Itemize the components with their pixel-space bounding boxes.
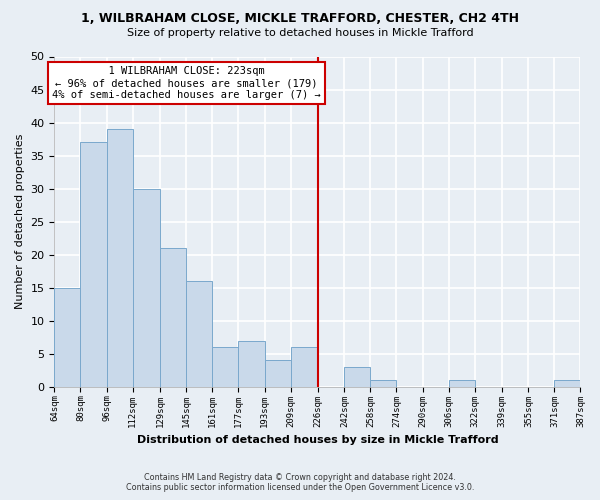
Bar [80, 142, 107, 387]
Bar [133, 188, 160, 387]
Bar [370, 380, 397, 387]
Bar [290, 347, 318, 387]
Bar [187, 281, 212, 387]
Bar [449, 380, 475, 387]
Text: 1 WILBRAHAM CLOSE: 223sqm  
← 96% of detached houses are smaller (179)
4% of sem: 1 WILBRAHAM CLOSE: 223sqm ← 96% of detac… [52, 66, 321, 100]
Text: Contains HM Land Registry data © Crown copyright and database right 2024.
Contai: Contains HM Land Registry data © Crown c… [126, 473, 474, 492]
X-axis label: Distribution of detached houses by size in Mickle Trafford: Distribution of detached houses by size … [137, 435, 498, 445]
Y-axis label: Number of detached properties: Number of detached properties [15, 134, 25, 310]
Bar [238, 340, 265, 387]
Bar [212, 347, 238, 387]
Bar [55, 288, 80, 387]
Bar [107, 129, 133, 387]
Text: Size of property relative to detached houses in Mickle Trafford: Size of property relative to detached ho… [127, 28, 473, 38]
Bar [344, 367, 370, 387]
Bar [554, 380, 580, 387]
Bar [160, 248, 187, 387]
Text: 1, WILBRAHAM CLOSE, MICKLE TRAFFORD, CHESTER, CH2 4TH: 1, WILBRAHAM CLOSE, MICKLE TRAFFORD, CHE… [81, 12, 519, 26]
Bar [265, 360, 290, 387]
